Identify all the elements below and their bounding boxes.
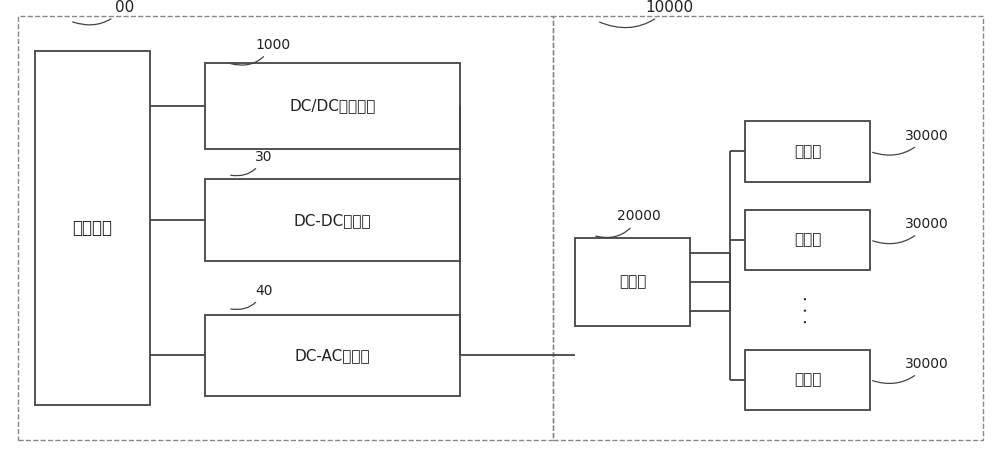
Bar: [745, 210, 870, 270]
Bar: [205, 179, 460, 261]
Text: 电极片: 电极片: [794, 233, 821, 247]
Text: 00: 00: [73, 0, 134, 25]
Text: 30000: 30000: [873, 129, 949, 155]
Text: DC-AC变换器: DC-AC变换器: [295, 348, 370, 363]
Text: 20000: 20000: [596, 209, 661, 238]
Text: 30000: 30000: [873, 217, 949, 244]
Text: 电极片: 电极片: [794, 372, 821, 387]
Bar: [205, 63, 460, 149]
Bar: [205, 315, 460, 396]
Bar: [553, 16, 983, 440]
Text: DC/DC转换单元: DC/DC转换单元: [289, 98, 376, 114]
Text: 30000: 30000: [873, 357, 949, 384]
Bar: [18, 16, 553, 440]
Text: 控制单元: 控制单元: [72, 219, 112, 237]
Text: 1000: 1000: [231, 38, 290, 65]
Text: 10000: 10000: [600, 0, 693, 27]
Bar: [745, 350, 870, 410]
Text: 电极片: 电极片: [794, 144, 821, 159]
Text: 30: 30: [231, 150, 272, 176]
Text: 40: 40: [231, 283, 272, 309]
Text: 转接器: 转接器: [619, 274, 646, 289]
Bar: [745, 121, 870, 182]
Text: · · ·: · · ·: [798, 295, 816, 324]
Bar: [575, 238, 690, 326]
Bar: [35, 51, 150, 405]
Text: DC-DC变换器: DC-DC变换器: [294, 212, 371, 228]
